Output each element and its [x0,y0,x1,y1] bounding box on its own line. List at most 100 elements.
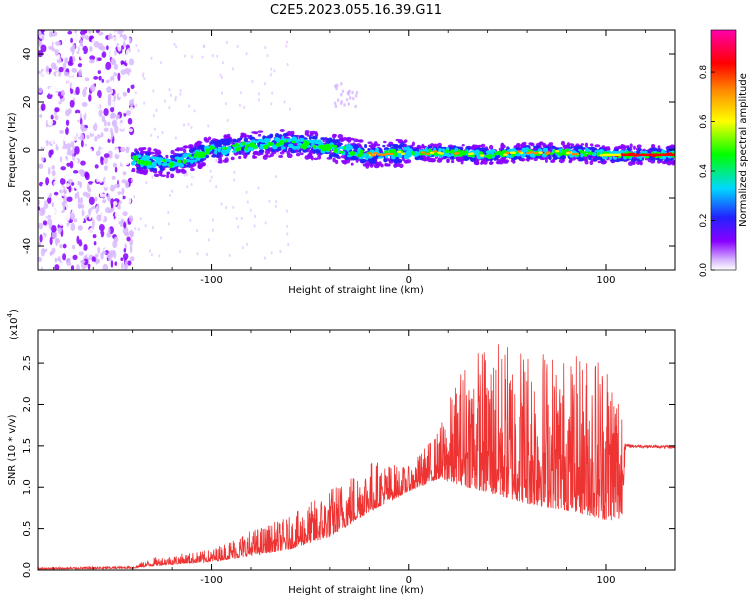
spectrogram-core-blob [516,150,522,153]
spectrogram-noise-blob [112,119,118,128]
spectrogram-ridge-blob [429,157,436,161]
snr-x-tick-label: 0 [406,575,412,586]
spectrogram-ridge-blob [610,143,614,147]
spectrogram-ridge-blob [580,153,584,158]
spectrogram-ridge-blob [642,163,648,168]
spectrogram-ridge-blob [333,148,338,154]
spectrogram-noise-blob [51,30,58,37]
spectrogram-ridge-blob [257,133,262,137]
spectrogram-ridge-blob [290,149,296,154]
spectrogram-ridge-blob [153,173,160,177]
spectrogram-noise-blob [55,41,61,46]
spectrogram-ridge-blob [351,155,358,160]
spectrogram-ridge-blob [516,159,520,163]
spectrogram-noise-blob [50,128,56,137]
spectrogram-halo-blob [167,210,170,215]
spectrogram-ridge-blob [131,167,136,171]
spectrogram-ridge-blob [280,146,286,150]
spectrogram-halo-blob [264,82,267,86]
spectrogram-noise-blob [68,169,73,179]
spectrogram-ridge-blob [358,131,362,137]
spectrogram-ridge-blob [274,155,278,159]
spectrogram-ridge-blob [383,140,387,144]
spectrogram-ridge-blob [265,138,271,143]
spectrogram-noise-blob [97,57,102,62]
spectrogram-noise-blob [86,134,90,140]
spectrogram-ridge-blob [520,154,526,158]
spectrogram-noise-blob [115,114,119,120]
spectrogram-ridge-blob [310,136,317,140]
spectrogram-ridge-blob [580,166,585,171]
spectrogram-ridge-blob [147,147,152,152]
spectrogram-ridge-blob [356,168,362,174]
spectrogram-noise-blob [90,261,97,268]
spectrogram-noise-blob [46,70,50,79]
spectrogram-ridge-blob [507,142,512,146]
spectrogram-ridge-blob [596,155,601,161]
spectrogram-noise-blob [120,154,125,161]
spectrogram-ridge-blob [205,163,211,168]
spectrogram-ridge-blob [222,146,228,150]
spectrogram-noise-blob [68,237,73,243]
spectrogram-ridge-blob [480,143,486,148]
spectrogram-noise-blob [78,217,85,223]
spectrogram-noise-blob [45,211,49,217]
spectrogram-halo-blob [168,193,171,198]
spectrogram-noise-blob [69,213,76,221]
spectrogram-ridge-blob [243,137,249,143]
spectrogram-ridge-blob [477,168,484,171]
spectrogram-core-blob [373,152,378,155]
spectrogram-ridge-blob [587,151,593,156]
spectrogram-ridge-blob [368,144,373,148]
spectrogram-noise-blob [126,143,131,148]
spectrogram-core-blob [571,153,576,156]
spectrogram-halo-blob [264,221,267,225]
spectrogram-ridge-blob [605,139,612,143]
spectrogram-noise-blob [84,77,90,82]
spectrogram-noise-blob [74,122,81,127]
spectrogram-noise-blob [61,157,67,163]
spectrogram-noise-blob [77,130,81,138]
spectrogram-noise-blob [99,148,104,155]
spectrogram-noise-blob [66,150,71,156]
spectrogram-ridge-blob [347,168,352,173]
spectrogram-halo-blob [193,109,196,113]
spectrogram-ridge-blob [265,121,272,125]
snr-panel: -100 0 100 0.0 0.5 1.0 1.5 2.0 2.5 Height of st… [6,309,676,596]
spectrogram-noise-blob [95,103,100,111]
spectrogram-halo-blob [238,103,241,107]
spectrogram-noise-blob [118,93,123,98]
spectrogram-noise-blob [45,65,50,73]
spectrogram-noise-blob [118,263,122,270]
spectrogram-ridge-blob [375,147,379,152]
spectrogram-noise-blob [47,167,51,175]
spectrogram-noise-blob [88,94,92,102]
spectrogram-noise-blob [91,205,96,210]
spectrogram-ridge-blob [436,158,443,163]
spectrogram-noise-blob [64,71,70,76]
spectrogram-halo-blob [150,56,153,60]
spectrogram-noise-blob [51,170,56,177]
spectrogram-noise-blob [72,170,79,174]
spectrogram-noise-blob [58,222,64,226]
spectrogram-noise-blob [110,260,114,268]
spectrogram-ridge-blob [411,148,417,152]
spectrogram-halo-blob [264,256,267,260]
spectrogram-ridge-blob [388,144,392,148]
spectrogram-core-blob [538,151,543,154]
spectrogram-halo-blob [228,253,231,257]
spectrogram-noise-blob [103,127,110,132]
spectrogram-noise-blob [109,191,113,200]
spectrogram-noise-blob [38,199,41,206]
spectrogram-ridge-blob [168,164,173,169]
spectrogram-ridge-blob [562,150,568,153]
spectrogram-noise-blob [62,253,67,261]
spectrogram-ridge-blob [391,148,397,154]
spectrogram-ridge-blob [351,131,358,136]
spectrogram-ridge-blob [582,151,587,155]
spectrogram-ridge-blob [494,141,499,147]
spectrogram-ridge-blob [585,138,589,143]
spectrogram-noise-blob [69,160,74,169]
spectrogram-core-blob [381,153,386,157]
spectrogram-ridge-blob [175,153,179,157]
